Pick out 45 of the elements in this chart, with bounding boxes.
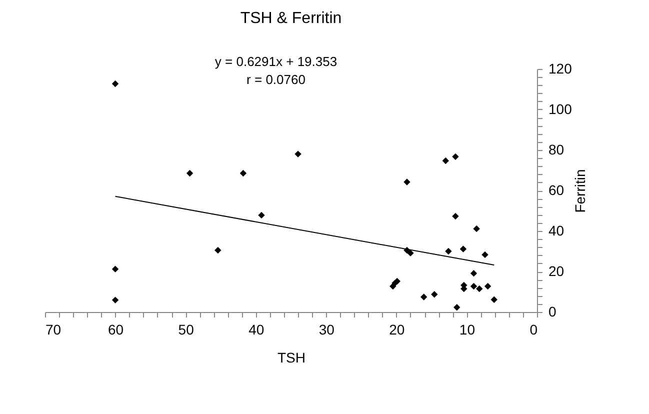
y-tick-label: 120: [548, 60, 572, 76]
y-tick-label: 20: [548, 263, 564, 279]
x-axis-title: TSH: [278, 350, 306, 366]
point: [112, 80, 119, 88]
point: [470, 282, 478, 290]
point: [407, 250, 414, 256]
y-tick-label: 0: [548, 304, 556, 320]
point: [294, 150, 302, 158]
point: [258, 212, 265, 219]
point: [404, 178, 410, 186]
text: y = 0.6291x + 19.353: [214, 54, 338, 69]
point: [476, 285, 483, 292]
x-tick-label: 70: [46, 322, 62, 338]
point: [214, 246, 222, 254]
x-tick-label: 10: [459, 322, 476, 338]
point: [470, 270, 478, 277]
point: [442, 157, 449, 164]
point: [112, 266, 119, 272]
point: [431, 291, 438, 298]
point: [482, 251, 488, 258]
point: [112, 296, 119, 304]
y-tick-label: 40: [548, 222, 564, 238]
point: [454, 304, 460, 311]
y-tick-label: 60: [548, 182, 564, 198]
chart-title: TSH & Ferritin: [240, 10, 342, 27]
x-tick-label: 40: [248, 322, 264, 338]
y-axis-title: Ferritin: [572, 169, 588, 213]
point: [186, 170, 194, 177]
x-tick-label: 30: [318, 322, 335, 338]
point: [452, 153, 459, 160]
x-tick-label: 20: [389, 322, 405, 338]
point: [460, 246, 467, 252]
x-tick-label: 0: [530, 322, 538, 338]
point: [484, 282, 492, 290]
point: [473, 225, 480, 232]
point: [452, 212, 459, 220]
point: [240, 170, 247, 177]
y-tick-label: 100: [548, 101, 572, 117]
point: [420, 294, 428, 300]
point: [445, 248, 452, 255]
point: [490, 296, 498, 303]
x-tick-label: 50: [178, 322, 194, 338]
annotation: r = 0.0760: [246, 72, 306, 87]
x-tick-label: 60: [108, 322, 124, 338]
y-tick-label: 80: [548, 142, 564, 158]
